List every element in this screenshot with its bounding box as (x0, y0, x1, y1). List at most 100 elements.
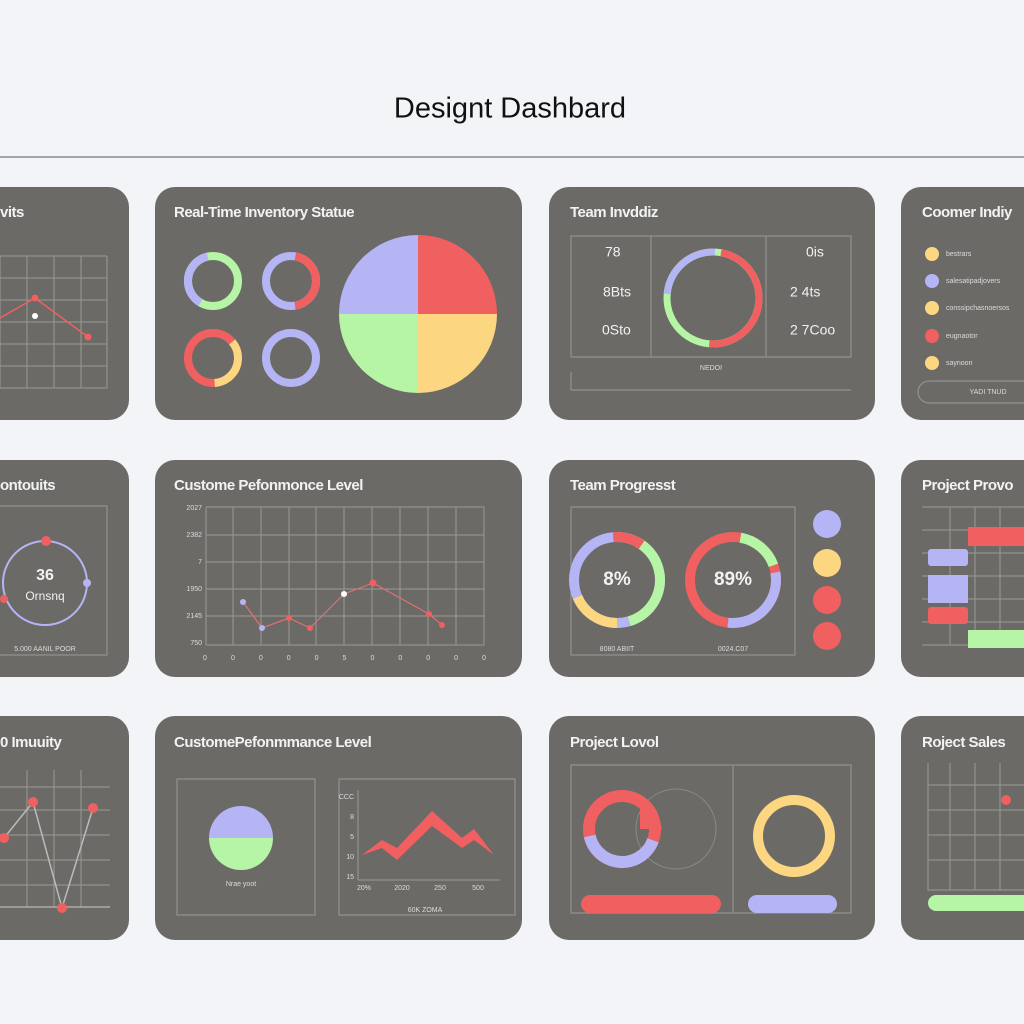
caption: Nrae yoot (226, 881, 256, 888)
point (240, 599, 246, 605)
stat: 2 4ts (790, 284, 820, 300)
y-tick-label: 5 (350, 834, 354, 841)
x-tick-label: 2020 (394, 885, 410, 892)
bar (968, 527, 1024, 546)
card-title: Roject Sales (922, 734, 1005, 751)
table-frame (570, 235, 852, 391)
x-tick-label: 0 (259, 655, 263, 662)
donuts (184, 251, 320, 387)
point (1001, 795, 1011, 805)
chip[interactable] (813, 549, 841, 577)
pie-slice (339, 235, 418, 314)
bar (928, 549, 968, 566)
card-title: Custome Pefonmonce Level (174, 477, 363, 494)
donut-label: 8% (603, 569, 631, 590)
legend-dot (925, 329, 939, 343)
x-axis-title: 60K ZOMA (408, 907, 443, 914)
button-label[interactable]: YADI TNUD (969, 389, 1006, 396)
pie-slice (418, 235, 497, 314)
line (3, 800, 94, 911)
line (242, 582, 443, 629)
donut-segment (685, 532, 781, 629)
point (88, 803, 98, 813)
cards (0, 187, 1024, 940)
y-tick-label: 2382 (186, 532, 202, 539)
point (83, 579, 91, 587)
donut-segment (583, 790, 661, 868)
line-chart (0, 255, 108, 389)
point (41, 536, 51, 546)
point (426, 611, 432, 617)
chip[interactable] (813, 586, 841, 614)
chip[interactable] (813, 510, 841, 538)
x-tick-label: 20% (357, 885, 371, 892)
legend-label: conssipchasnoersos (946, 305, 1010, 312)
card-title: Coomer Indiy (922, 204, 1013, 221)
card-title: Project Lovol (570, 734, 659, 751)
card (901, 716, 1024, 940)
center-value: 36 (36, 567, 54, 584)
button[interactable] (917, 380, 1024, 404)
card (0, 187, 129, 420)
x-tick-label: 0 (203, 655, 207, 662)
x-tick-label: 0 (398, 655, 402, 662)
card-title: Real-Time Inventory Statue (174, 204, 354, 221)
card-title: Project Provo (922, 477, 1013, 494)
point (341, 591, 347, 597)
donut-label: 89% (714, 569, 752, 590)
chip[interactable] (813, 622, 841, 650)
grid (927, 763, 1024, 891)
x-tick-label: 250 (434, 885, 446, 892)
donut-segment (184, 252, 242, 310)
donut (262, 329, 320, 387)
point (31, 294, 39, 302)
card (0, 716, 129, 940)
point (307, 625, 313, 631)
frame (570, 764, 852, 914)
y-tick-label: 2145 (186, 613, 202, 620)
footer: 0024.C07 (718, 646, 748, 653)
card-title: vits (0, 204, 24, 221)
x-tick-label: 5 (343, 655, 347, 662)
card (549, 716, 875, 940)
card-title: Team Invddiz (570, 204, 658, 221)
center-label: Ornsnq (25, 589, 64, 603)
legend-dot (925, 274, 939, 288)
grid (0, 255, 108, 389)
overlap (640, 801, 662, 829)
page-title: Designt Dashbard (394, 93, 626, 125)
y-tick-label: CCC (339, 794, 354, 801)
stat: 8Bts (603, 284, 631, 300)
frame (0, 505, 108, 656)
donut-segment (569, 532, 665, 628)
pie-slice (339, 314, 418, 393)
card-title: 0 Imuuity (0, 734, 63, 751)
legend-dot (925, 247, 939, 261)
pie-slice (209, 806, 273, 838)
ring (635, 788, 717, 870)
x-tick-label: 0 (231, 655, 235, 662)
y-tick-label: 2027 (186, 505, 202, 512)
y-tick-label: 7 (198, 559, 202, 566)
point (28, 797, 38, 807)
stat: 0is (806, 244, 824, 260)
x-tick-label: 500 (472, 885, 484, 892)
x-tick-label: 0 (370, 655, 374, 662)
card (155, 460, 522, 677)
y-tick-label: 8 (350, 814, 354, 821)
point (369, 579, 377, 587)
point (32, 313, 38, 319)
point (84, 333, 92, 341)
progress-bar (928, 895, 1024, 911)
y-tick-label: 750 (190, 640, 202, 647)
donut-ring (753, 795, 835, 877)
stat: 2 7Coo (790, 322, 835, 338)
card-title: ontouits (0, 477, 55, 494)
donut (569, 532, 781, 629)
frame (176, 778, 516, 916)
card-title: Team Progresst (570, 477, 676, 494)
card-title: CustomePefonmmance Level (174, 734, 372, 751)
legend-dot (925, 301, 939, 315)
point (259, 625, 265, 631)
progress-bar (748, 895, 837, 913)
